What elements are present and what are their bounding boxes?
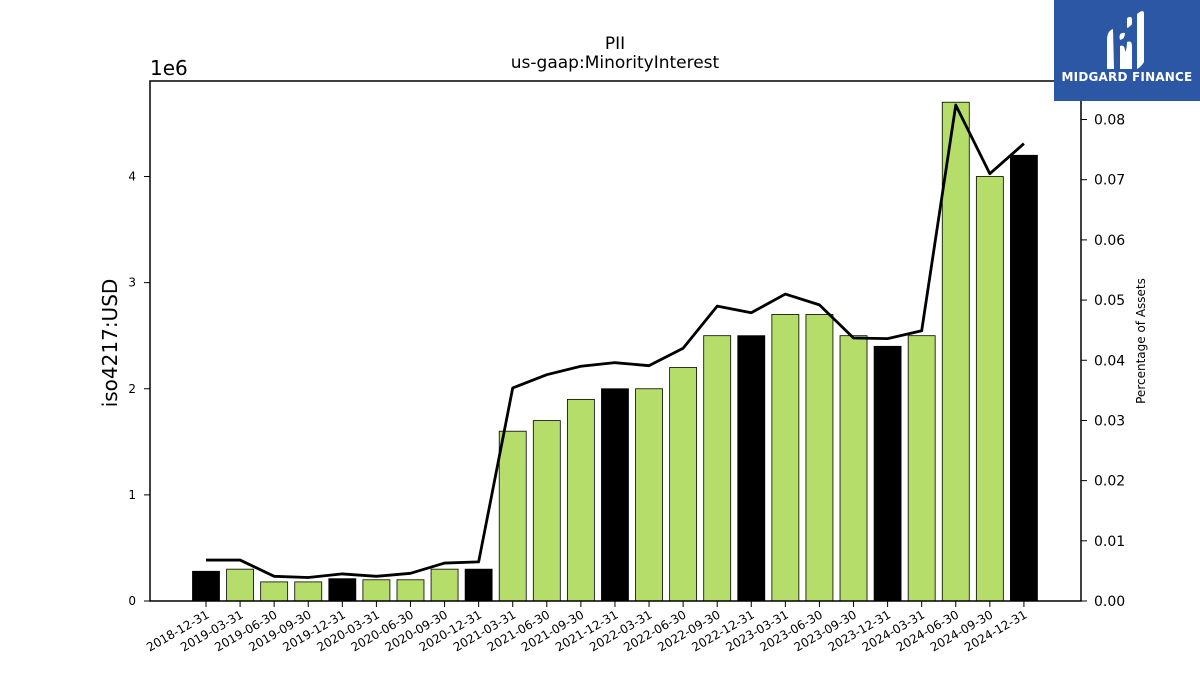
y2-axis-label: Percentage of Assets (1134, 278, 1148, 404)
bar-2018-12-31 (192, 570, 220, 602)
bar-2020-03-31 (362, 579, 391, 602)
bar-2023-03-31 (771, 314, 800, 602)
y2-tick-label: 0.04 (1094, 353, 1125, 369)
bar-2024-03-31 (907, 335, 936, 602)
y2-tick-label: 0.07 (1094, 173, 1125, 189)
bar-2019-12-31 (328, 578, 357, 602)
y2-axis-ticks: 0.00 0.01 0.02 0.03 0.04 0.05 0.06 0.07 0.08 (1081, 113, 1125, 610)
x-axis-ticks: 2018-12-312019-03-312019-06-302019-09-30… (144, 601, 1029, 654)
bar-2022-03-31 (635, 388, 663, 602)
percentage-line (206, 103, 1025, 579)
y-tick-label: 4 (128, 170, 136, 184)
bar-2019-09-30 (294, 581, 323, 602)
bar-2023-09-30 (839, 335, 868, 602)
y2-tick-label: 0.06 (1094, 233, 1125, 249)
bar-2021-06-30 (532, 420, 561, 602)
bar-2022-12-31 (737, 335, 766, 602)
y-axis-offset-label: 1e6 (150, 56, 188, 80)
y2-tick-label: 0.01 (1094, 534, 1125, 550)
bar-2021-09-30 (566, 398, 595, 602)
bar-2023-12-31 (873, 345, 902, 602)
bar-2024-09-30 (975, 176, 1004, 602)
y-tick-label: 3 (128, 276, 136, 290)
bar-2019-06-30 (260, 581, 289, 602)
percentage-line-series (206, 103, 1025, 579)
y2-tick-label: 0.00 (1094, 594, 1125, 610)
y-tick-label: 0 (128, 594, 136, 608)
bar-2019-03-31 (226, 568, 254, 602)
y2-tick-label: 0.05 (1094, 293, 1125, 309)
bar-2022-06-30 (669, 367, 698, 602)
bar-2022-09-30 (703, 335, 732, 602)
bar-2024-12-31 (1010, 154, 1038, 602)
y2-tick-label: 0.02 (1094, 474, 1125, 490)
y2-tick-label: 0.08 (1094, 113, 1125, 129)
y-axis-label: iso4217:USD (98, 279, 122, 408)
y2-tick-label: 0.03 (1094, 413, 1125, 429)
plot-frame (149, 80, 1082, 602)
y-axis-ticks: 0 1 2 3 4 (128, 170, 150, 608)
bar-2024-06-30 (941, 101, 970, 602)
bar-2021-03-31 (498, 430, 527, 602)
y-tick-label: 2 (128, 382, 136, 396)
bar-2021-12-31 (601, 388, 629, 602)
chart-subtitle: us-gaap:MinorityInterest (511, 53, 720, 73)
y-tick-label: 1 (128, 488, 136, 502)
bar-2023-06-30 (805, 314, 834, 602)
bar-series (192, 101, 1038, 602)
brand-name: MIDGARD FINANCE (1061, 70, 1193, 84)
bar-2020-12-31 (464, 568, 493, 602)
brand-logo: MIDGARD FINANCE (1054, 0, 1200, 101)
bar-2020-09-30 (430, 568, 459, 602)
chart-title: PII (605, 34, 625, 54)
bar-2020-06-30 (396, 579, 425, 602)
midgard-logo-icon (1107, 11, 1144, 69)
